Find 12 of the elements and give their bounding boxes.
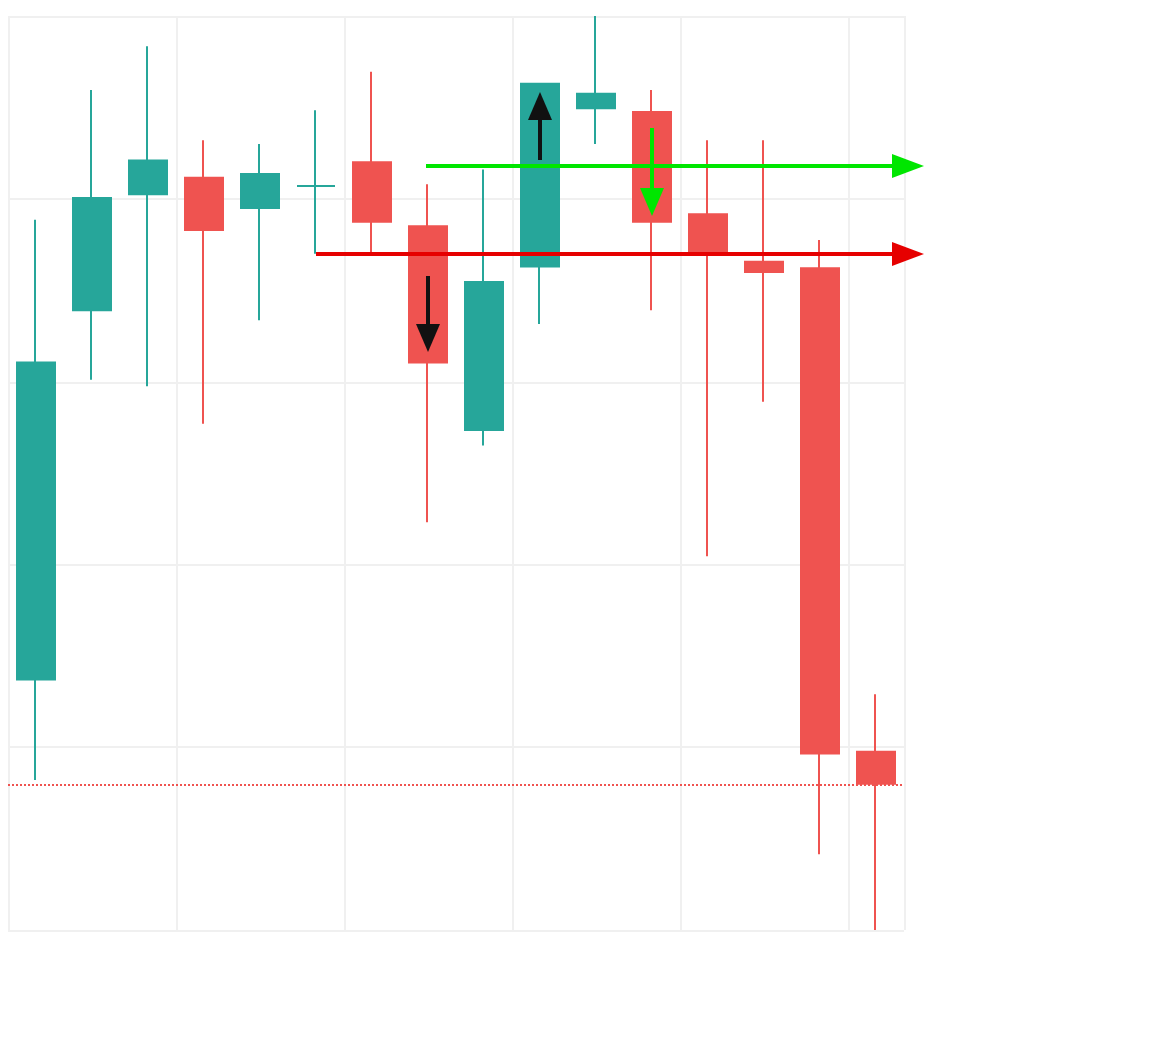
candlestick: [688, 139, 728, 558]
candlestick: [72, 89, 112, 381]
candlestick: [744, 139, 784, 403]
candlestick: [352, 70, 392, 255]
candlestick: [184, 139, 224, 425]
candlestick: [128, 45, 168, 388]
candlestick: [576, 15, 616, 145]
candlestick: [296, 109, 336, 255]
candlestick: [16, 218, 56, 782]
candlestick: [464, 168, 504, 447]
candlestick: [240, 142, 280, 322]
candlestick: [520, 82, 560, 326]
